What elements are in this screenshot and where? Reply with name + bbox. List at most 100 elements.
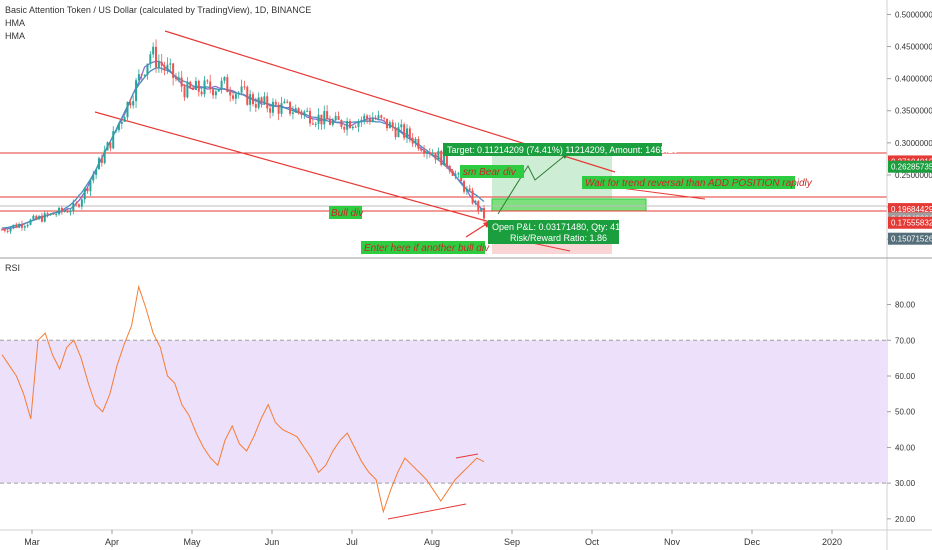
candle-body: [169, 63, 172, 65]
candle-body: [411, 137, 414, 144]
candle-body: [58, 207, 61, 215]
candle-body: [454, 173, 457, 176]
rsi-tick-label: 20.00: [895, 515, 916, 524]
rsi-pane[interactable]: RSI 80.00 70.00 60.00 50.00 40.00 30.00 20.00: [0, 263, 916, 524]
candle-body: [271, 101, 274, 113]
price-label-background: [888, 216, 932, 229]
candle-body: [274, 101, 277, 105]
indicator-label-hma-2: HMA: [5, 31, 25, 41]
candle-body: [217, 89, 220, 92]
bull-div-label[interactable]: Bull div: [329, 206, 364, 219]
candle-body: [437, 150, 440, 160]
candle-body: [451, 171, 454, 176]
projection-arrow-path: [497, 152, 569, 215]
candle-body: [240, 86, 243, 93]
candle-body: [109, 142, 112, 149]
sm-bear-div-text: sm Bear div: [463, 167, 517, 178]
wait-note-label[interactable]: Wait for trend reversal than ADD POSITIO…: [582, 176, 813, 189]
candle-body: [83, 188, 86, 200]
candle-body: [448, 165, 451, 172]
candle-body: [160, 61, 163, 66]
candle-body: [257, 97, 260, 108]
candle-body: [297, 108, 300, 112]
candle-body: [92, 175, 95, 181]
candle-body: [69, 211, 72, 213]
candle-body: [26, 224, 29, 227]
candle-body: [251, 94, 254, 105]
candle-body: [89, 180, 92, 192]
candle-body: [386, 118, 389, 129]
candle-body: [103, 150, 106, 164]
candle-body: [157, 61, 160, 68]
candle-body: [115, 130, 118, 132]
candle-body: [135, 80, 138, 102]
candle-body: [374, 117, 377, 119]
candle-body: [337, 115, 340, 120]
entry-zone-box: [491, 198, 647, 212]
candle-body: [3, 229, 6, 231]
enter-note-label[interactable]: Enter here if another bull div: [361, 241, 490, 254]
price-pane[interactable]: Target: 0.11214209 (74.41%) 11214209, Am…: [0, 0, 887, 258]
time-tick-label: Jun: [265, 537, 280, 547]
candle-body: [206, 80, 209, 82]
candle-body: [180, 77, 183, 87]
candles-group: [1, 39, 485, 235]
time-tick-label: Nov: [664, 537, 681, 547]
rsi-tick-label: 60.00: [895, 372, 916, 381]
open-pl-background: [488, 220, 619, 244]
candle-body: [403, 124, 406, 138]
candle-body: [254, 104, 257, 108]
candle-body: [309, 110, 312, 124]
sm-bear-div-label[interactable]: sm Bear div: [460, 165, 524, 178]
time-tick-label: Sep: [504, 537, 520, 547]
candle-body: [306, 110, 309, 112]
open-pl-line1: Open P&L: 0.03171480, Qty: 4149: [492, 222, 630, 232]
candle-body: [9, 227, 12, 232]
candle-body: [360, 119, 363, 122]
candle-body: [52, 213, 55, 215]
candle-body: [431, 153, 434, 155]
candle-body: [357, 121, 360, 127]
candle-body: [72, 203, 75, 212]
candle-body: [229, 92, 232, 96]
candle-body: [29, 219, 32, 225]
candle-body: [63, 211, 66, 213]
candle-body: [143, 74, 146, 76]
candle-body: [249, 94, 252, 105]
candle-body: [354, 126, 357, 128]
candle-body: [140, 74, 143, 76]
candle-body: [457, 173, 460, 175]
candle-body: [220, 80, 223, 90]
candle-body: [289, 101, 292, 114]
candle-body: [343, 126, 346, 130]
candle-body: [23, 226, 26, 228]
candle-body: [417, 138, 420, 149]
rsi-label: RSI: [5, 263, 20, 273]
time-tick-label: May: [183, 537, 201, 547]
candle-body: [6, 230, 9, 232]
candle-body: [97, 158, 100, 170]
candle-body: [291, 112, 294, 114]
target-label[interactable]: Target: 0.11214209 (74.41%) 11214209, Am…: [443, 143, 678, 156]
open-pl-label[interactable]: Open P&L: 0.03171480, Qty: 4149 Risk/Rew…: [488, 220, 630, 244]
candle-body: [328, 119, 331, 125]
candle-body: [1, 229, 3, 231]
candle-body: [286, 101, 289, 103]
candle-body: [246, 86, 249, 105]
time-axis[interactable]: Mar Apr May Jun Jul Aug Sep Oct Nov Dec 2020: [0, 529, 932, 547]
candle-body: [351, 126, 354, 129]
candle-body: [78, 204, 81, 207]
candle-body: [172, 63, 175, 78]
candle-body: [123, 117, 126, 122]
target-label-background: [443, 143, 662, 156]
time-tick-label: Mar: [24, 537, 40, 547]
candle-body: [363, 115, 366, 120]
candle-body: [209, 81, 212, 90]
